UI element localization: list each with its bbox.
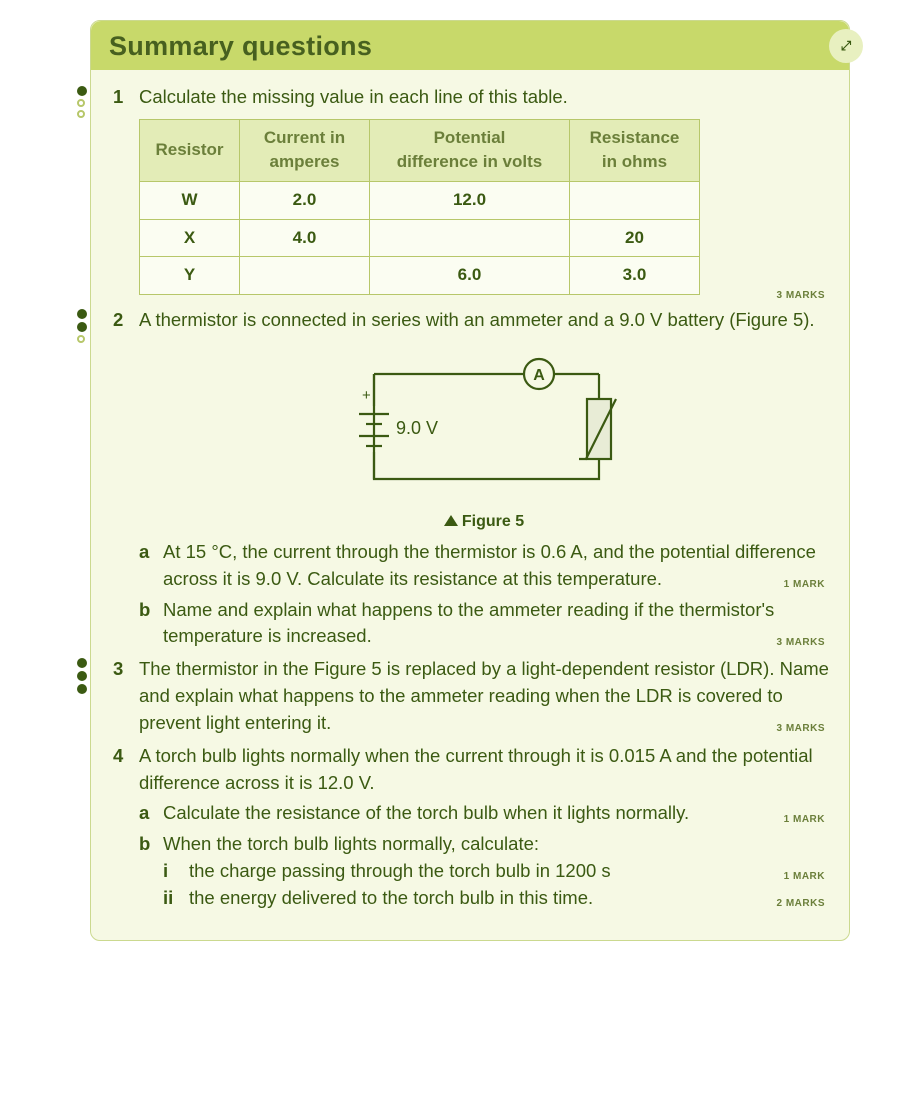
sub-text: Calculate the resistance of the torch bu…: [163, 802, 689, 823]
table-header: Potential difference in volts: [370, 119, 570, 181]
question-3: 3 The thermistor in the Figure 5 is repl…: [113, 656, 829, 736]
dot-icon: [77, 110, 85, 118]
sub-label: a: [139, 800, 163, 827]
dot-icon: [77, 86, 87, 96]
table-cell: X: [140, 219, 240, 257]
title-bar: Summary questions ⤢: [91, 21, 849, 70]
marks-label: 3 MARKS: [776, 722, 825, 737]
expand-icon: ⤢: [829, 29, 863, 63]
marks-label: 2 MARKS: [776, 897, 825, 912]
difficulty-dots: [77, 658, 87, 694]
resistor-table: Resistor Current in amperes Potential di…: [139, 119, 700, 295]
question-text: Calculate the missing value in each line…: [139, 86, 568, 107]
plus-label: +: [362, 387, 371, 404]
dot-icon: [77, 671, 87, 681]
table-cell: 4.0: [240, 219, 370, 257]
question-2: 2 A thermistor is connected in series wi…: [113, 307, 829, 650]
sub-label: b: [139, 831, 163, 911]
marks-label: 1 MARK: [784, 813, 825, 828]
sub-label: b: [139, 597, 163, 651]
sub-question-2b: b Name and explain what happens to the a…: [139, 597, 829, 651]
dot-icon: [77, 658, 87, 668]
figure-caption: Figure 5: [444, 510, 524, 533]
marks-label: 1 MARK: [784, 870, 825, 885]
circuit-diagram-icon: A + 9.0 V: [324, 344, 644, 504]
sub-question-2a: a At 15 °C, the current through the ther…: [139, 539, 829, 593]
question-body: A thermistor is connected in series with…: [139, 307, 829, 650]
question-body: The thermistor in the Figure 5 is replac…: [139, 656, 829, 736]
table-header: Resistance in ohms: [570, 119, 700, 181]
marks-label: 3 MARKS: [776, 289, 825, 304]
table-cell: [570, 182, 700, 220]
marks-label: 3 MARKS: [776, 636, 825, 651]
table-row: W 2.0 12.0: [140, 182, 700, 220]
dot-icon: [77, 99, 85, 107]
roman-label: ii: [163, 885, 189, 912]
question-4: 4 A torch bulb lights normally when the …: [113, 743, 829, 912]
roman-body: the energy delivered to the torch bulb i…: [189, 885, 829, 912]
triangle-icon: [444, 515, 458, 526]
panel-title: Summary questions: [109, 31, 831, 62]
sub-question-4b-i: i the charge passing through the torch b…: [163, 858, 829, 885]
table-header: Current in amperes: [240, 119, 370, 181]
sub-body: Name and explain what happens to the amm…: [163, 597, 829, 651]
table-cell: W: [140, 182, 240, 220]
table-cell: 20: [570, 219, 700, 257]
table-row: X 4.0 20: [140, 219, 700, 257]
panel-content: 1 Calculate the missing value in each li…: [91, 70, 849, 922]
figure-5: A + 9.0 V Figure 5: [139, 344, 829, 533]
question-number: 1: [113, 84, 139, 301]
question-body: Calculate the missing value in each line…: [139, 84, 829, 301]
difficulty-dots: [77, 86, 87, 118]
sub-text: Name and explain what happens to the amm…: [163, 599, 774, 647]
question-text: A thermistor is connected in series with…: [139, 309, 815, 330]
table-cell: 3.0: [570, 257, 700, 295]
sub-body: Calculate the resistance of the torch bu…: [163, 800, 829, 827]
marks-label: 1 MARK: [784, 578, 825, 593]
sub-body: When the torch bulb lights normally, cal…: [163, 831, 829, 911]
sub-question-4b: b When the torch bulb lights normally, c…: [139, 831, 829, 911]
dot-icon: [77, 684, 87, 694]
table-cell: Y: [140, 257, 240, 295]
table-cell: [240, 257, 370, 295]
table-cell: [370, 219, 570, 257]
question-1: 1 Calculate the missing value in each li…: [113, 84, 829, 301]
sub-label: a: [139, 539, 163, 593]
dot-icon: [77, 335, 85, 343]
question-text: A torch bulb lights normally when the cu…: [139, 745, 813, 793]
sub-text: At 15 °C, the current through the thermi…: [163, 541, 816, 589]
sub-question-4a: a Calculate the resistance of the torch …: [139, 800, 829, 827]
question-body: A torch bulb lights normally when the cu…: [139, 743, 829, 912]
roman-text: the energy delivered to the torch bulb i…: [189, 887, 593, 908]
dot-icon: [77, 322, 87, 332]
sub-body: At 15 °C, the current through the thermi…: [163, 539, 829, 593]
dot-icon: [77, 309, 87, 319]
table-cell: 2.0: [240, 182, 370, 220]
table-cell: 6.0: [370, 257, 570, 295]
summary-panel: Summary questions ⤢ 1 Calculate the miss…: [90, 20, 850, 941]
table-header: Resistor: [140, 119, 240, 181]
difficulty-dots: [77, 309, 87, 343]
roman-label: i: [163, 858, 189, 885]
sub-question-4b-ii: ii the energy delivered to the torch bul…: [163, 885, 829, 912]
table-row: Y 6.0 3.0: [140, 257, 700, 295]
battery-voltage-label: 9.0 V: [396, 418, 438, 438]
question-text: The thermistor in the Figure 5 is replac…: [139, 658, 829, 733]
roman-text: the charge passing through the torch bul…: [189, 860, 611, 881]
question-number: 2: [113, 307, 139, 650]
ammeter-label: A: [533, 367, 545, 384]
question-number: 4: [113, 743, 139, 912]
sub-text: When the torch bulb lights normally, cal…: [163, 833, 539, 854]
question-number: 3: [113, 656, 139, 736]
table-cell: 12.0: [370, 182, 570, 220]
roman-body: the charge passing through the torch bul…: [189, 858, 829, 885]
